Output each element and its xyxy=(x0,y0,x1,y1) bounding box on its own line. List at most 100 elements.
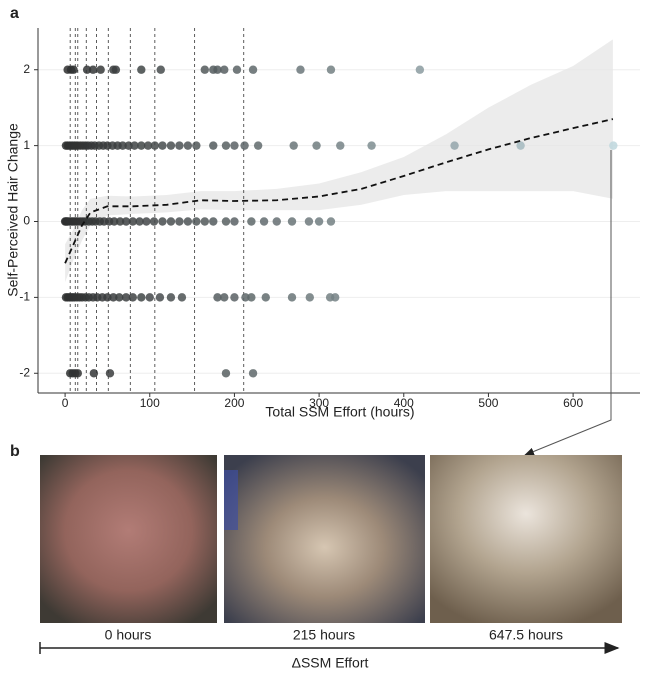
scatter-point xyxy=(96,65,105,74)
panel-label: a xyxy=(10,5,19,22)
photo xyxy=(430,455,622,623)
scatter-point xyxy=(220,65,229,74)
scatter-point xyxy=(128,217,138,226)
scatter-point xyxy=(247,293,256,302)
scatter-point xyxy=(166,141,176,150)
y-tick-label: -1 xyxy=(19,290,30,304)
scatter-point xyxy=(209,217,218,226)
scatter-point xyxy=(183,141,193,150)
scatter-point xyxy=(135,217,144,226)
scatter-point xyxy=(248,65,258,74)
scatter-point xyxy=(137,65,146,74)
x-tick-label: 600 xyxy=(563,396,583,410)
scatter-point xyxy=(326,217,336,226)
scatter-point xyxy=(230,217,239,226)
scatter-point xyxy=(145,293,154,302)
scatter-point xyxy=(166,293,176,302)
scatter-point xyxy=(82,65,92,74)
x-tick-label: 0 xyxy=(62,396,69,410)
scatter-point xyxy=(200,217,209,226)
plot-area: -2 -1 0 1 2 0 100 200 300 400 500 600 xyxy=(19,28,640,410)
x-tick-label: 300 xyxy=(309,396,329,410)
scatter-point xyxy=(121,217,131,226)
scatter-point xyxy=(175,141,184,150)
y-tick-label: 0 xyxy=(23,214,30,228)
scatter-point xyxy=(69,65,78,74)
scatter-point xyxy=(213,65,222,74)
scatter-point xyxy=(221,369,231,378)
x-tick-label: 200 xyxy=(224,396,244,410)
confidence-band xyxy=(65,39,613,283)
scatter-point xyxy=(261,293,270,302)
y-tick-label: -2 xyxy=(19,365,30,379)
scatter-point xyxy=(175,217,184,226)
x-axis-title: Total SSM Effort (hours) xyxy=(265,404,414,420)
scatter-point xyxy=(89,369,99,378)
scatter-point xyxy=(247,217,256,226)
scatter-point xyxy=(109,293,118,302)
x-tick-label: 400 xyxy=(394,396,414,410)
scatter-point xyxy=(192,217,201,226)
scatter-point xyxy=(450,141,459,150)
scatter-point xyxy=(253,141,263,150)
x-tick-label: 500 xyxy=(478,396,498,410)
scatter-point xyxy=(128,293,138,302)
scatter-point xyxy=(177,293,187,302)
scatter-point xyxy=(304,217,314,226)
scatter-point xyxy=(516,141,525,150)
photo-caption: 0 hours xyxy=(105,627,152,643)
scatter-point xyxy=(150,141,160,150)
scatter-point xyxy=(115,217,125,226)
panel-label: b xyxy=(10,443,20,460)
scatter-point xyxy=(221,141,231,150)
scatter-point xyxy=(305,293,314,302)
scatter-point xyxy=(183,217,193,226)
scatter-point xyxy=(149,217,159,226)
trend-line xyxy=(64,118,614,264)
scatter-point xyxy=(314,217,324,226)
scatter-point xyxy=(200,65,209,74)
scatter-point xyxy=(137,141,146,150)
photo-caption: 647.5 hours xyxy=(489,627,563,643)
y-tick-label: 2 xyxy=(23,62,30,76)
scatter-point xyxy=(158,141,167,150)
scatter-point xyxy=(118,141,127,150)
scatter-point xyxy=(142,217,151,226)
scatter-point xyxy=(130,141,139,150)
scatter-point xyxy=(88,65,98,74)
scatter-point xyxy=(105,369,115,378)
scatter-point xyxy=(240,141,249,150)
scatter-point xyxy=(287,293,297,302)
scatter-point xyxy=(259,217,269,226)
scatter-point xyxy=(192,141,201,150)
scatter-point xyxy=(609,141,618,150)
y-tick-label: 1 xyxy=(23,138,30,152)
scatter-point xyxy=(248,369,258,378)
scatter-point xyxy=(230,293,239,302)
scatter-point xyxy=(155,293,165,302)
scatter-point xyxy=(209,141,218,150)
scatter-point xyxy=(415,65,425,74)
y-axis-title: Self-Perceived Hair Change xyxy=(5,123,21,297)
scatter-point xyxy=(241,293,250,302)
scatter-point xyxy=(103,293,112,302)
scatter-point xyxy=(156,65,165,74)
scatter-point xyxy=(137,293,146,302)
scatter-point xyxy=(230,141,239,150)
scatter-point xyxy=(336,141,345,150)
scatter-point xyxy=(115,293,124,302)
photo-caption: 215 hours xyxy=(293,627,355,643)
scatter-point xyxy=(326,65,336,74)
scatter-point xyxy=(158,217,167,226)
arrow-label: ΔSSM Effort xyxy=(292,655,369,671)
scatter-point xyxy=(287,217,297,226)
scatter-point xyxy=(73,369,82,378)
scatter-point xyxy=(221,217,231,226)
scatter-point xyxy=(296,65,305,74)
scatter-point xyxy=(166,217,176,226)
scatter-point xyxy=(121,293,131,302)
scatter-point xyxy=(330,293,340,302)
scatter-point xyxy=(143,141,153,150)
scatter-point xyxy=(289,141,298,150)
